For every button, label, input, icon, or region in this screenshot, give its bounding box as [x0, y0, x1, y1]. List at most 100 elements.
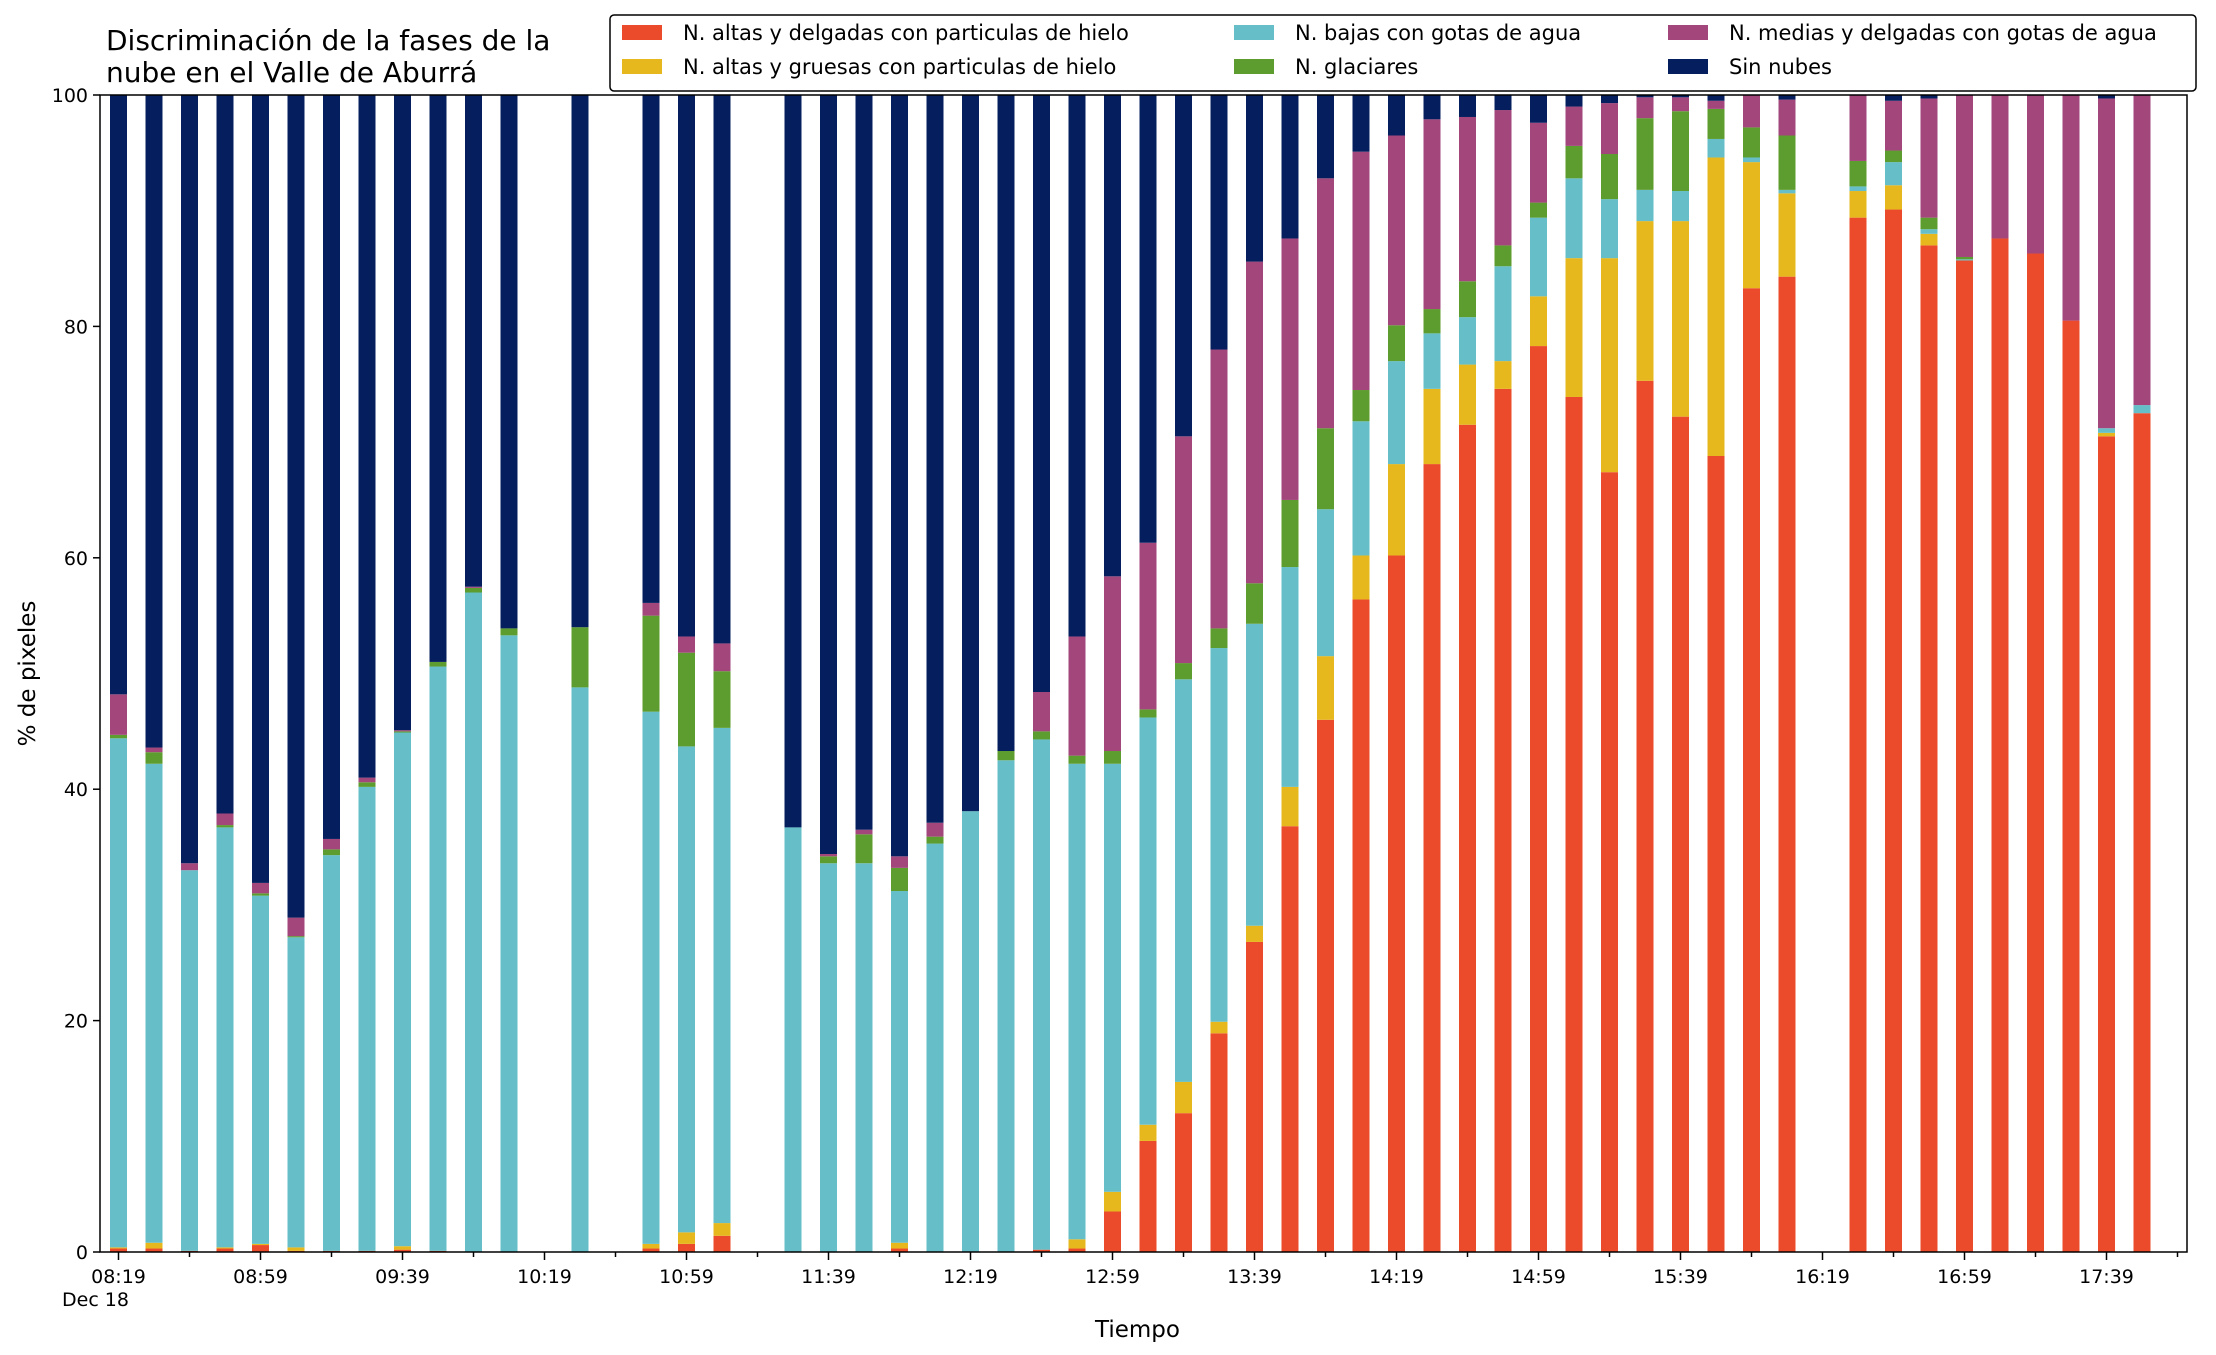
bar-bajas_agua-slot-30: [1175, 679, 1192, 1082]
bar-medias_agua-slot-50: [1885, 100, 1902, 151]
bar-bajas_agua-slot-24: [962, 811, 979, 1252]
bar-medias_agua-slot-1: [145, 747, 163, 753]
bar-glaciares-slot-13: [571, 627, 589, 688]
bar-bajas_agua-slot-4: [252, 895, 269, 1244]
bar-glaciares-slot-47: [1778, 135, 1796, 190]
bar-altas_delgadas-slot-43: [1636, 380, 1654, 1252]
bar-altas_delgadas-slot-51: [1920, 245, 1938, 1252]
bar-altas_delgadas-slot-1: [145, 1248, 163, 1252]
bar-sin_nubes-slot-38: [1459, 95, 1476, 117]
bar-altas_gruesas-slot-38: [1459, 364, 1476, 425]
bar-sin_nubes-slot-28: [1104, 95, 1121, 577]
bar-sin_nubes-slot-8: [394, 95, 411, 731]
bar-sin_nubes-slot-30: [1175, 95, 1192, 437]
bar-altas_gruesas-slot-49: [1849, 191, 1867, 218]
bar-altas_gruesas-slot-31: [1210, 1021, 1228, 1034]
y-tick-label-40: 40: [64, 779, 88, 801]
bar-altas_gruesas-slot-34: [1317, 656, 1334, 720]
bar-medias_agua-slot-53: [1991, 95, 2009, 239]
bar-sin_nubes-slot-42: [1601, 95, 1618, 104]
bar-sin_nubes-slot-1: [145, 95, 163, 748]
bar-glaciares-slot-6: [323, 849, 340, 856]
bar-altas_delgadas-slot-38: [1459, 424, 1476, 1252]
bar-altas_delgadas-slot-0: [110, 1248, 127, 1252]
bar-glaciares-slot-34: [1317, 428, 1334, 510]
bar-glaciares-slot-22: [891, 867, 908, 892]
bar-sin_nubes-slot-47: [1778, 95, 1796, 100]
bar-bajas_agua-slot-2: [181, 870, 198, 1251]
bar-medias_agua-slot-43: [1636, 97, 1654, 119]
bar-bajas_agua-slot-16: [678, 746, 695, 1233]
bar-altas_gruesas-slot-35: [1352, 555, 1370, 600]
bar-bajas_agua-slot-23: [926, 843, 944, 1252]
bar-altas_gruesas-slot-46: [1743, 162, 1760, 289]
bar-bajas_agua-slot-1: [145, 763, 163, 1243]
bar-sin_nubes-slot-50: [1885, 95, 1902, 101]
bar-sin_nubes-slot-43: [1636, 95, 1654, 98]
bar-altas_delgadas-slot-34: [1317, 719, 1334, 1252]
bar-bajas_agua-slot-9: [429, 666, 447, 1251]
bar-altas_gruesas-slot-41: [1565, 258, 1583, 397]
x-tick-label-line: 16:19: [1795, 1266, 1850, 1288]
bar-medias_agua-slot-5: [287, 917, 305, 937]
bar-bajas_agua-slot-25: [997, 760, 1015, 1252]
legend-swatch-altas_delgadas: [622, 25, 662, 40]
bar-glaciares-slot-25: [997, 751, 1015, 761]
bar-altas_delgadas-slot-28: [1104, 1211, 1121, 1252]
bar-glaciares-slot-41: [1565, 145, 1583, 179]
bar-medias_agua-slot-40: [1530, 122, 1547, 203]
bar-bajas_agua-slot-51: [1920, 229, 1938, 234]
bar-medias_agua-slot-41: [1565, 106, 1583, 146]
bar-glaciares-slot-1: [145, 752, 163, 764]
bar-medias_agua-slot-20: [820, 853, 837, 857]
bar-altas_delgadas-slot-42: [1601, 472, 1618, 1252]
bar-altas_gruesas-slot-51: [1920, 233, 1938, 246]
bar-bajas_agua-slot-19: [784, 827, 802, 1252]
bar-altas_delgadas-slot-41: [1565, 396, 1583, 1253]
bar-bajas_agua-slot-45: [1707, 138, 1725, 158]
plot-frame: [99, 94, 2188, 1253]
bar-glaciares-slot-28: [1104, 751, 1121, 764]
bar-altas_delgadas-slot-27: [1068, 1248, 1086, 1252]
bar-sin_nubes-slot-45: [1707, 95, 1725, 101]
bar-glaciares-slot-42: [1601, 154, 1618, 200]
bar-sin_nubes-slot-23: [926, 95, 944, 823]
bar-bajas_agua-slot-56: [2098, 428, 2115, 433]
bar-glaciares-slot-4: [252, 893, 269, 896]
bar-sin_nubes-slot-31: [1210, 95, 1228, 350]
bar-medias_agua-slot-44: [1672, 97, 1689, 112]
bar-medias_agua-slot-2: [181, 863, 198, 871]
bar-bajas_agua-slot-28: [1104, 763, 1121, 1192]
bar-bajas_agua-slot-39: [1494, 266, 1512, 362]
bar-sin_nubes-slot-7: [358, 95, 376, 778]
x-tick-label-line: Dec 18: [62, 1289, 129, 1311]
bar-glaciares-slot-8: [394, 731, 411, 733]
y-tick-label-0: 0: [76, 1242, 88, 1264]
x-tick-label-0: 08:19 Dec 18: [62, 1266, 146, 1311]
bar-sin_nubes-slot-21: [855, 95, 873, 830]
bar-bajas_agua-slot-3: [216, 827, 234, 1248]
bar-bajas_agua-slot-29: [1139, 717, 1157, 1125]
bar-sin_nubes-slot-51: [1920, 95, 1938, 99]
legend-label-altas_gruesas: N. altas y gruesas con particulas de hie…: [683, 55, 1116, 79]
bar-glaciares-slot-44: [1672, 111, 1689, 192]
bar-bajas_agua-slot-46: [1743, 157, 1760, 163]
bar-altas_gruesas-slot-1: [145, 1242, 163, 1249]
bar-glaciares-slot-17: [713, 671, 731, 728]
y-tick-label-20: 20: [64, 1011, 88, 1033]
bar-altas_delgadas-slot-50: [1885, 209, 1902, 1252]
bar-altas_gruesas-slot-27: [1068, 1239, 1086, 1249]
x-tick-label-9: 14:19: [1369, 1266, 1424, 1288]
bar-altas_delgadas-slot-17: [713, 1235, 731, 1252]
x-tick-label-3: 10:19: [517, 1266, 572, 1288]
bar-bajas_agua-slot-10: [465, 592, 482, 1252]
bar-sin_nubes-slot-33: [1281, 95, 1299, 239]
legend-label-medias_agua: N. medias y delgadas con gotas de agua: [1729, 21, 2157, 45]
bar-altas_delgadas-slot-45: [1707, 455, 1725, 1253]
bar-bajas_agua-slot-13: [571, 687, 589, 1252]
bar-sin_nubes-slot-11: [500, 95, 518, 629]
x-tick-label-8: 13:39: [1227, 1266, 1282, 1288]
legend-swatch-medias_agua: [1668, 25, 1708, 40]
bar-altas_gruesas-slot-4: [252, 1243, 269, 1246]
